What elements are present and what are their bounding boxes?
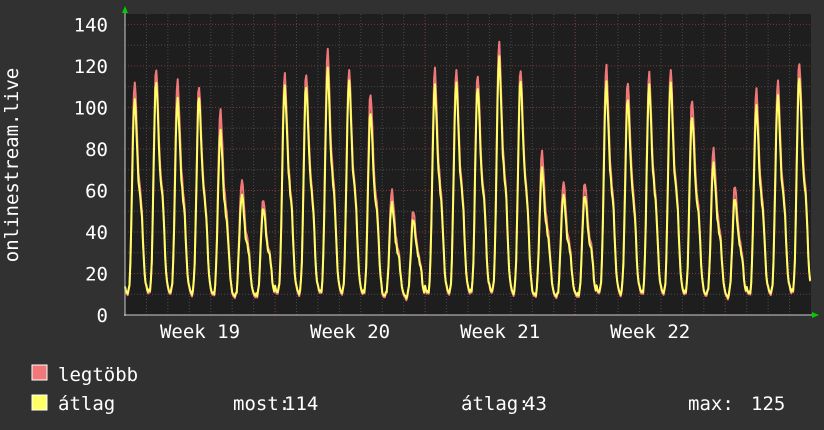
y-tick-label: 80 (85, 139, 108, 161)
x-tick-labels: Week 19 Week 20 Week 21 Week 22 (160, 321, 690, 343)
stat-most-value: 114 (284, 393, 318, 415)
stat-most-label: most: (233, 393, 290, 415)
x-axis-arrow-icon (812, 312, 819, 318)
series-line-avg (124, 55, 812, 300)
y-tick-label: 40 (85, 222, 108, 244)
x-tick-label: Week 21 (460, 321, 540, 343)
y-tick-label: 0 (97, 305, 108, 327)
y-axis-arrow-icon (122, 6, 128, 13)
y-axis-title: onlinestream.live (1, 68, 23, 262)
series-lines (124, 40, 812, 302)
legend-swatch-max (31, 364, 48, 381)
legend-label-max: legtöbb (58, 364, 138, 386)
stat-max-value: 125 (751, 393, 785, 415)
y-tick-label: 60 (85, 180, 108, 202)
y-tick-label: 100 (74, 97, 108, 119)
stat-max-label: max: (688, 393, 734, 415)
legend-swatch-avg (31, 394, 48, 411)
y-tick-label: 140 (74, 14, 108, 36)
x-tick-label: Week 19 (160, 321, 240, 343)
legend-label-avg: átlag (58, 393, 115, 415)
x-tick-label: Week 20 (310, 321, 390, 343)
stat-atlag-value: 43 (524, 393, 547, 415)
y-tick-label: 20 (85, 263, 108, 285)
y-tick-label: 120 (74, 56, 108, 78)
x-tick-label: Week 22 (610, 321, 690, 343)
y-tick-labels: 0 20 40 60 80 100 120 140 (74, 14, 108, 327)
stat-atlag-label: átlag: (461, 393, 530, 415)
